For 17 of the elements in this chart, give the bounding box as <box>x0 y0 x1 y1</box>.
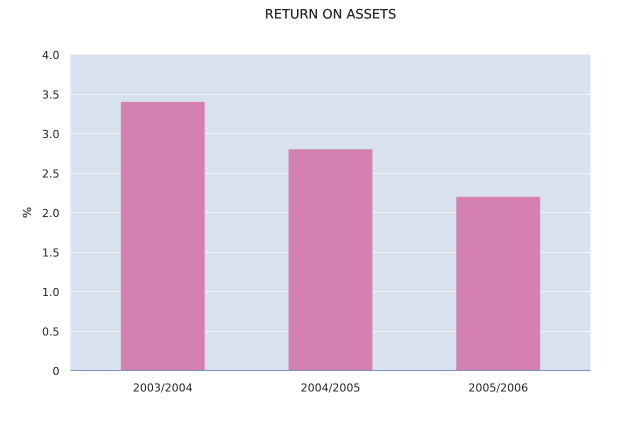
x-tick-label: 2005/2006 <box>468 382 528 394</box>
bar <box>288 149 372 370</box>
x-tick-label: 2004/2005 <box>300 382 360 394</box>
y-tick-label: 3.5 <box>42 88 60 102</box>
y-tick-label: 3.0 <box>42 128 60 141</box>
y-tick-label: 1.0 <box>42 286 60 299</box>
y-tick-label: 2.5 <box>42 168 60 180</box>
x-tick-label: 2003/2004 <box>132 382 193 394</box>
y-tick-label: 0 <box>52 365 60 378</box>
y-axis-title: % <box>21 206 34 218</box>
bar <box>120 102 205 370</box>
y-tick-label: 2.0 <box>42 207 60 220</box>
y-tick-label: 0.5 <box>42 326 60 338</box>
y-tick-label: 4.0 <box>42 49 60 62</box>
y-tick-label: 1.5 <box>42 246 60 260</box>
bar <box>456 196 540 370</box>
chart-title: RETURN ON ASSETS <box>264 8 396 22</box>
